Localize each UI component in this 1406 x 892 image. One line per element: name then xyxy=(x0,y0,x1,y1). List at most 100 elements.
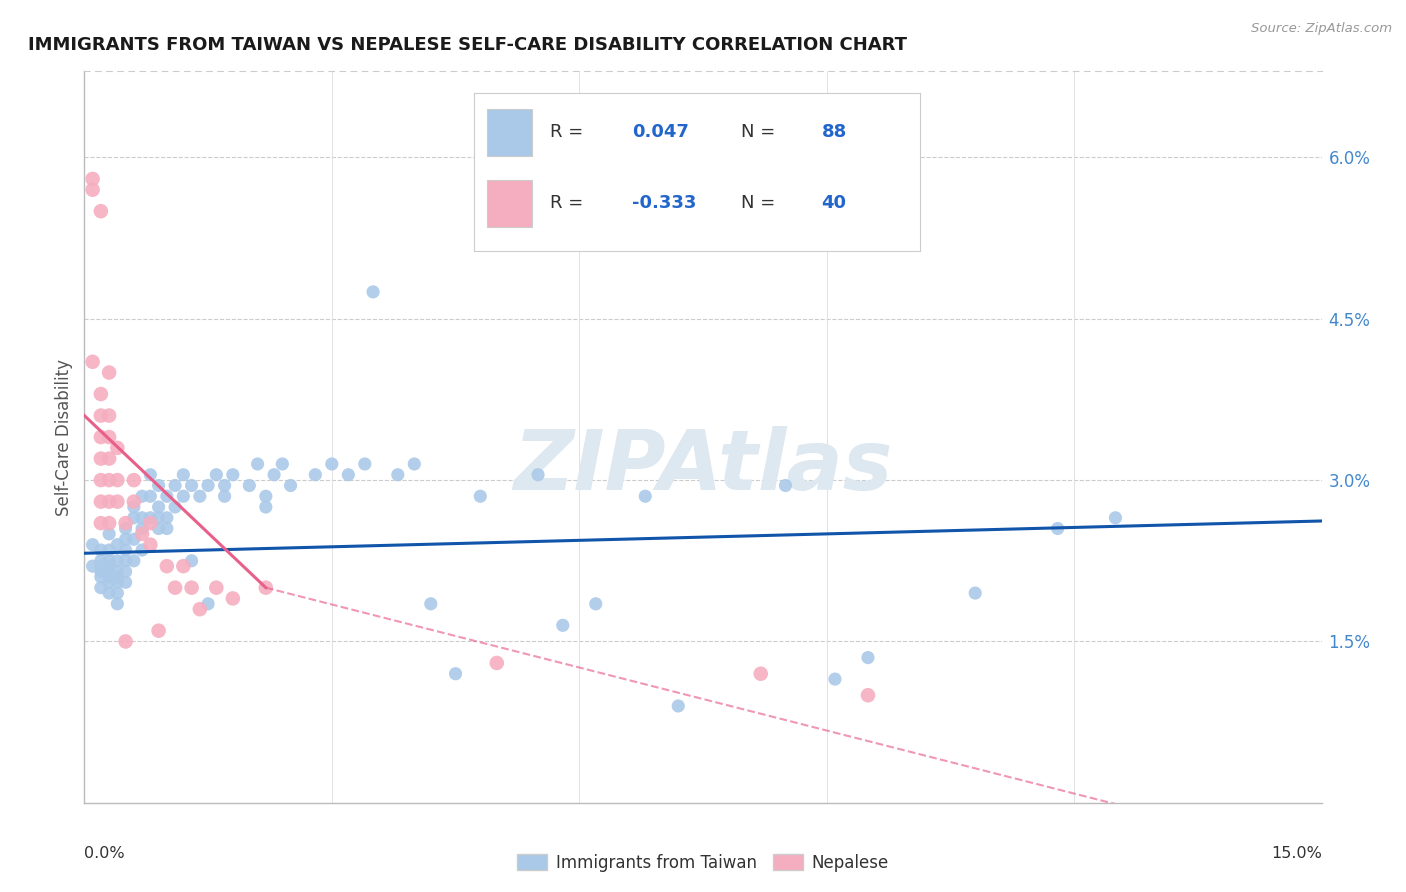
Point xyxy=(105,575,128,590)
Point xyxy=(156,522,179,536)
Point xyxy=(90,204,112,219)
Point xyxy=(165,478,187,492)
Point xyxy=(254,489,277,503)
Point xyxy=(82,355,104,369)
Point xyxy=(98,494,121,508)
Point xyxy=(965,586,987,600)
Point xyxy=(246,457,269,471)
Point xyxy=(105,441,128,455)
Point xyxy=(105,538,128,552)
Point xyxy=(197,478,219,492)
Point xyxy=(105,570,128,584)
Point xyxy=(114,516,136,530)
Point xyxy=(82,183,104,197)
Point xyxy=(775,478,797,492)
Point xyxy=(214,478,236,492)
Text: 15.0%: 15.0% xyxy=(1271,846,1322,861)
Point xyxy=(90,473,112,487)
Point xyxy=(139,538,162,552)
Point xyxy=(131,543,153,558)
Point xyxy=(470,489,492,503)
Point xyxy=(122,473,145,487)
Point xyxy=(222,467,245,482)
Point xyxy=(90,581,112,595)
Point xyxy=(114,565,136,579)
Point xyxy=(98,516,121,530)
Point xyxy=(131,510,153,524)
Point xyxy=(98,554,121,568)
Point xyxy=(82,559,104,574)
Point xyxy=(180,478,202,492)
Text: ZIPAtlas: ZIPAtlas xyxy=(513,425,893,507)
Point xyxy=(1046,522,1069,536)
Point xyxy=(205,581,228,595)
Point xyxy=(90,451,112,466)
Point xyxy=(856,650,879,665)
Point xyxy=(98,575,121,590)
Point xyxy=(114,575,136,590)
Point xyxy=(105,565,128,579)
Point xyxy=(156,489,179,503)
Point xyxy=(172,467,194,482)
Point xyxy=(666,698,689,713)
Point xyxy=(98,586,121,600)
Point xyxy=(551,618,574,632)
Point xyxy=(90,543,112,558)
Point xyxy=(82,538,104,552)
Point xyxy=(105,597,128,611)
Point xyxy=(404,457,426,471)
Point xyxy=(98,559,121,574)
Point xyxy=(82,172,104,186)
Text: 0.0%: 0.0% xyxy=(84,846,125,861)
Point xyxy=(98,430,121,444)
Point xyxy=(527,467,550,482)
Legend: Immigrants from Taiwan, Nepalese: Immigrants from Taiwan, Nepalese xyxy=(510,847,896,879)
Point xyxy=(139,467,162,482)
Point xyxy=(114,554,136,568)
Point xyxy=(271,457,294,471)
Point xyxy=(634,489,657,503)
Point xyxy=(105,494,128,508)
Point xyxy=(419,597,441,611)
Point xyxy=(131,527,153,541)
Point xyxy=(1104,510,1126,524)
Point xyxy=(254,581,277,595)
Point xyxy=(122,554,145,568)
Point xyxy=(361,285,384,299)
Point xyxy=(444,666,467,681)
Point xyxy=(387,467,409,482)
Point xyxy=(105,554,128,568)
Point xyxy=(180,581,202,595)
Point xyxy=(131,489,153,503)
Point xyxy=(172,559,194,574)
Point xyxy=(131,522,153,536)
Point xyxy=(321,457,343,471)
Point xyxy=(165,500,187,514)
Point xyxy=(337,467,360,482)
Point xyxy=(98,527,121,541)
Point xyxy=(122,494,145,508)
Point xyxy=(90,554,112,568)
Text: Source: ZipAtlas.com: Source: ZipAtlas.com xyxy=(1251,22,1392,36)
Point xyxy=(304,467,326,482)
Point xyxy=(148,500,170,514)
Point xyxy=(856,688,879,702)
Point xyxy=(156,559,179,574)
Point xyxy=(98,409,121,423)
Point xyxy=(172,489,194,503)
Point xyxy=(98,451,121,466)
Point xyxy=(122,500,145,514)
Point xyxy=(114,543,136,558)
Point xyxy=(90,409,112,423)
Point xyxy=(180,554,202,568)
Point xyxy=(90,430,112,444)
Point xyxy=(238,478,260,492)
Point xyxy=(824,672,846,686)
Point xyxy=(98,570,121,584)
Point xyxy=(139,516,162,530)
Text: IMMIGRANTS FROM TAIWAN VS NEPALESE SELF-CARE DISABILITY CORRELATION CHART: IMMIGRANTS FROM TAIWAN VS NEPALESE SELF-… xyxy=(28,36,907,54)
Point xyxy=(156,510,179,524)
Y-axis label: Self-Care Disability: Self-Care Disability xyxy=(55,359,73,516)
Point xyxy=(122,533,145,547)
Point xyxy=(90,494,112,508)
